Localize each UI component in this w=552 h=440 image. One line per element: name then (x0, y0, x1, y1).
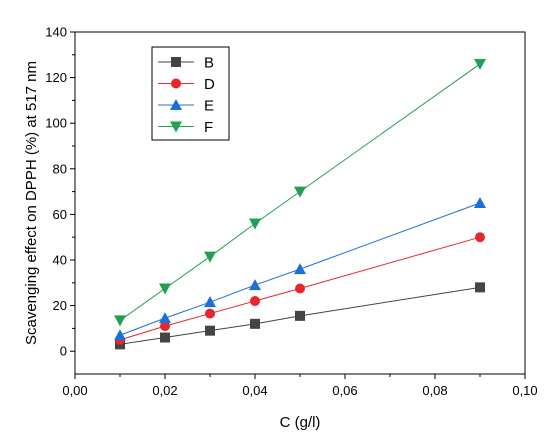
y-axis-title: Scavenging effect on DPPH (%) at 517 nm (23, 61, 40, 345)
x-tick-label: 0,00 (62, 383, 87, 398)
legend-label-b: B (204, 55, 214, 72)
y-tick-label: 120 (45, 70, 67, 85)
series-line-f (119, 63, 481, 321)
data-point-e (294, 263, 306, 275)
y-tick-label: 40 (53, 253, 67, 268)
data-point-d (250, 296, 260, 307)
x-tick-label: 0,06 (332, 383, 357, 398)
data-point-b (205, 325, 215, 336)
data-point-e (114, 329, 126, 341)
legend-marker-d (171, 78, 181, 89)
series-e (114, 197, 486, 341)
x-tick-label: 0,02 (152, 383, 177, 398)
data-point-b (160, 332, 170, 343)
data-point-f (249, 218, 261, 230)
x-tick-label: 0,08 (422, 383, 447, 398)
data-point-b (250, 318, 260, 329)
series-layer (114, 58, 486, 350)
data-point-e (474, 197, 486, 208)
data-point-d (475, 232, 485, 243)
legend-label-e: E (204, 98, 214, 115)
legend-label-f: F (204, 119, 213, 136)
y-tick-label: 140 (45, 25, 67, 40)
y-axis-ticks: 0 20 40 60 80 100 120 140 (45, 25, 75, 359)
x-axis-ticks: 0,00 0,02 0,04 0,06 0,08 0,10 (62, 374, 538, 398)
x-tick-label: 0,10 (512, 383, 537, 398)
y-tick-label: 100 (45, 116, 67, 131)
y-tick-label: 20 (53, 298, 67, 313)
data-point-d (205, 308, 215, 319)
data-point-e (204, 296, 216, 308)
data-point-d (160, 321, 170, 332)
x-axis-title: C (g/l) (280, 414, 321, 431)
series-line-b (119, 286, 481, 345)
plot-frame (74, 31, 526, 375)
series-f (114, 58, 486, 327)
data-point-f (114, 315, 126, 327)
data-point-f (159, 283, 171, 295)
data-point-e (159, 312, 171, 324)
y-tick-label: 80 (53, 161, 67, 176)
data-point-b (475, 282, 485, 293)
x-tick-label: 0,04 (242, 383, 267, 398)
legend-marker-f (170, 121, 182, 133)
data-point-f (474, 58, 486, 70)
series-d (115, 232, 485, 345)
y-tick-label: 0 (60, 344, 67, 359)
legend-marker-e (170, 99, 182, 110)
y-tick-label: 60 (53, 207, 67, 222)
data-point-f (204, 251, 216, 263)
data-point-e (249, 279, 261, 291)
series-line-d (119, 236, 481, 341)
data-point-f (294, 186, 306, 198)
legend-label-d: D (204, 76, 215, 93)
series-line-e (119, 202, 481, 336)
legend-marker-b (171, 57, 181, 67)
data-point-d (295, 283, 305, 294)
data-point-b (295, 310, 305, 321)
